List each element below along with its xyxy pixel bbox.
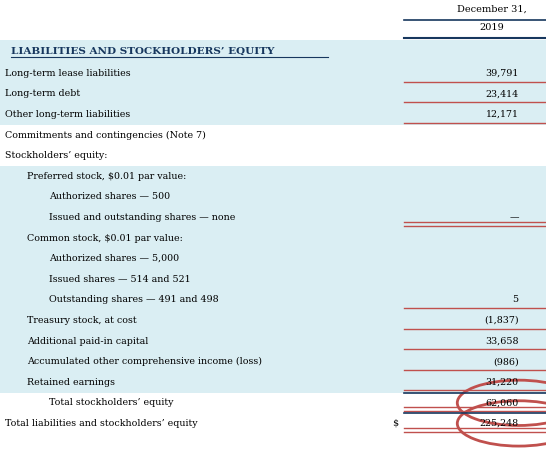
Text: Issued shares — 514 and 521: Issued shares — 514 and 521 [49,275,191,284]
Bar [0,393,546,413]
Text: 39,791: 39,791 [485,69,519,78]
Text: Retained earnings: Retained earnings [27,378,115,387]
Text: Long-term debt: Long-term debt [5,89,81,98]
Text: Outstanding shares — 491 and 498: Outstanding shares — 491 and 498 [49,295,219,304]
Text: LIABILITIES AND STOCKHOLDERS’ EQUITY: LIABILITIES AND STOCKHOLDERS’ EQUITY [11,47,274,56]
Text: Total stockholders’ equity: Total stockholders’ equity [49,398,174,407]
Text: $: $ [393,419,399,428]
Text: 12,171: 12,171 [486,110,519,119]
Text: Accumulated other comprehensive income (loss): Accumulated other comprehensive income (… [27,357,262,366]
Bar [0,145,546,166]
Text: Authorized shares — 500: Authorized shares — 500 [49,193,170,202]
Text: 23,414: 23,414 [485,89,519,98]
Text: Long-term lease liabilities: Long-term lease liabilities [5,69,131,78]
Text: 5: 5 [513,295,519,304]
Bar [0,125,546,145]
Text: December 31,: December 31, [456,5,526,14]
Text: 62,060: 62,060 [485,398,519,407]
Bar [0,289,546,310]
Bar [0,84,546,104]
Bar [0,310,546,331]
Text: Common stock, $0.01 par value:: Common stock, $0.01 par value: [27,234,183,243]
Text: Stockholders’ equity:: Stockholders’ equity: [5,151,108,160]
Bar [0,207,546,228]
Text: Other long-term liabilities: Other long-term liabilities [5,110,130,119]
Bar [0,63,546,84]
Text: (1,837): (1,837) [484,316,519,325]
Bar [0,269,546,289]
Bar [0,186,546,207]
Text: (986): (986) [493,357,519,366]
Text: Issued and outstanding shares — none: Issued and outstanding shares — none [49,213,235,222]
Text: Commitments and contingencies (Note 7): Commitments and contingencies (Note 7) [5,131,206,140]
Bar [0,248,546,269]
Text: Additional paid-in capital: Additional paid-in capital [27,337,149,346]
Bar [0,228,546,248]
Bar [0,331,546,351]
Text: 33,658: 33,658 [485,337,519,346]
Text: 31,220: 31,220 [485,378,519,387]
Text: 2019: 2019 [479,23,504,32]
Bar [0,104,546,125]
Text: 225,248: 225,248 [479,419,519,428]
Text: Authorized shares — 5,000: Authorized shares — 5,000 [49,254,179,263]
Bar [0,351,546,372]
Bar [0,166,546,186]
Bar [0,372,546,393]
Bar [0,413,546,434]
Bar [0,40,546,63]
Text: —: — [509,213,519,222]
Text: Preferred stock, $0.01 par value:: Preferred stock, $0.01 par value: [27,172,187,181]
Text: Total liabilities and stockholders’ equity: Total liabilities and stockholders’ equi… [5,419,198,428]
Text: Treasury stock, at cost: Treasury stock, at cost [27,316,137,325]
